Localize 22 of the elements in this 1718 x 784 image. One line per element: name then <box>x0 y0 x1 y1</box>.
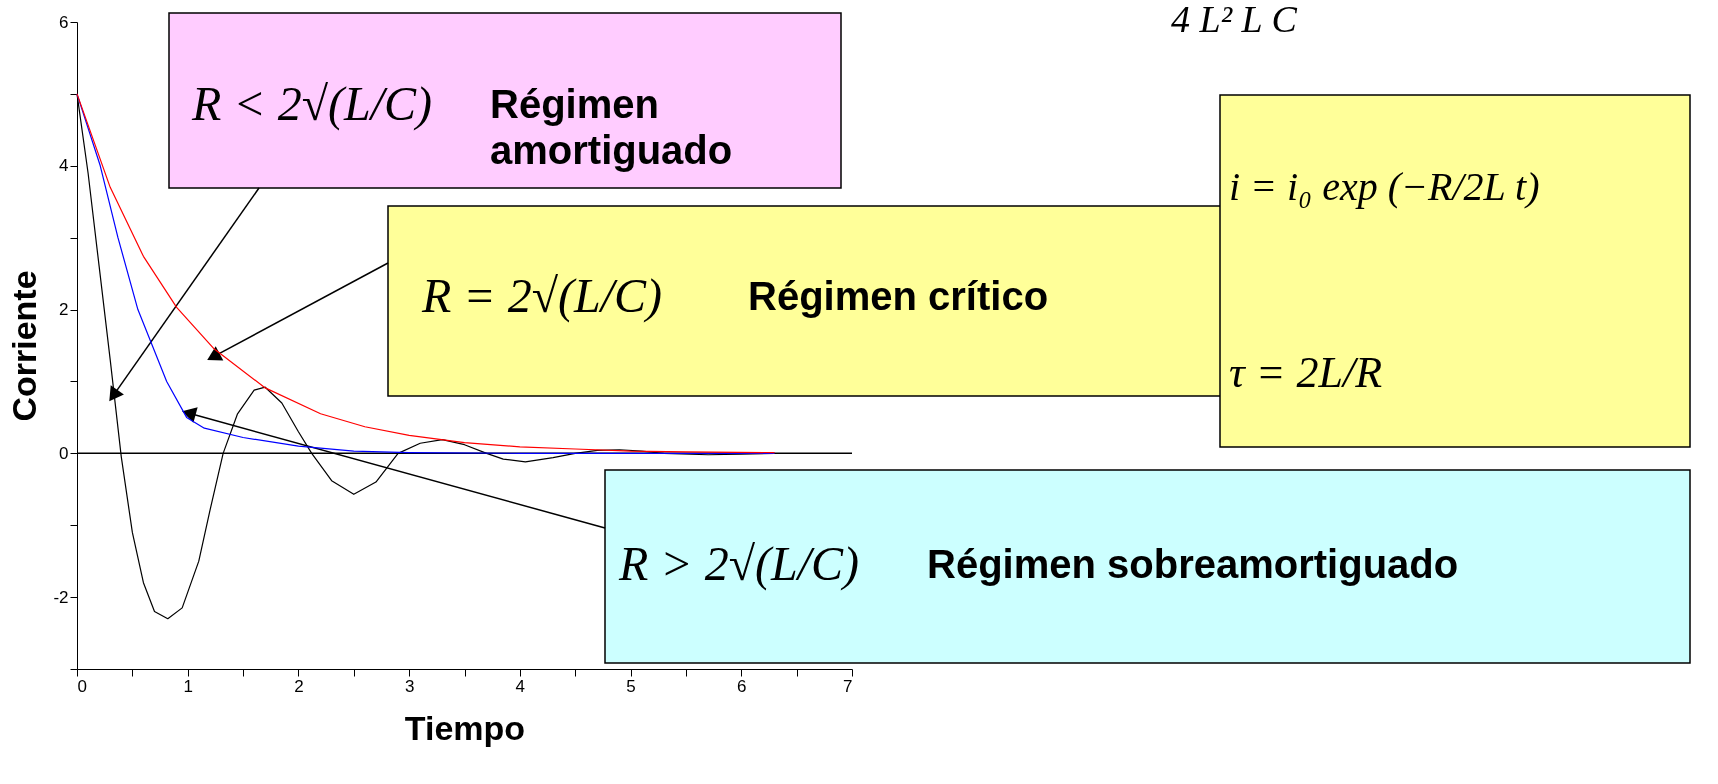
annotation: Régimen crítico <box>748 274 1049 318</box>
y-tick-label: 0 <box>59 443 69 463</box>
y-axis-title: Corriente <box>5 270 44 422</box>
x-tick-label: 1 <box>183 676 193 696</box>
annotation: R < 2√(L/C) <box>190 77 433 131</box>
annotation: R = 2√(L/C) <box>420 269 663 323</box>
text: 4 L² L C <box>1171 0 1298 40</box>
x-tick-label: 6 <box>737 676 747 696</box>
x-axis-title: Tiempo <box>404 708 526 747</box>
annotation: R > 2√(L/C) <box>617 537 860 591</box>
x-tick-label: 0 <box>77 676 87 696</box>
y-tick-label: 4 <box>59 156 69 176</box>
x-tick-label: 5 <box>626 676 636 696</box>
text: Régimen sobreamortiguado <box>927 542 1459 586</box>
x-tick-label: 2 <box>294 676 304 696</box>
x-tick-label: 7 <box>843 676 853 696</box>
y-tick-label: 2 <box>59 300 69 320</box>
y-tick-label: -2 <box>53 587 69 607</box>
y-tick-label: 6 <box>59 12 69 32</box>
annotation: Régimen amortiguado <box>490 82 733 172</box>
x-tick-label: 4 <box>515 676 526 696</box>
x-tick-label: 3 <box>404 676 415 696</box>
